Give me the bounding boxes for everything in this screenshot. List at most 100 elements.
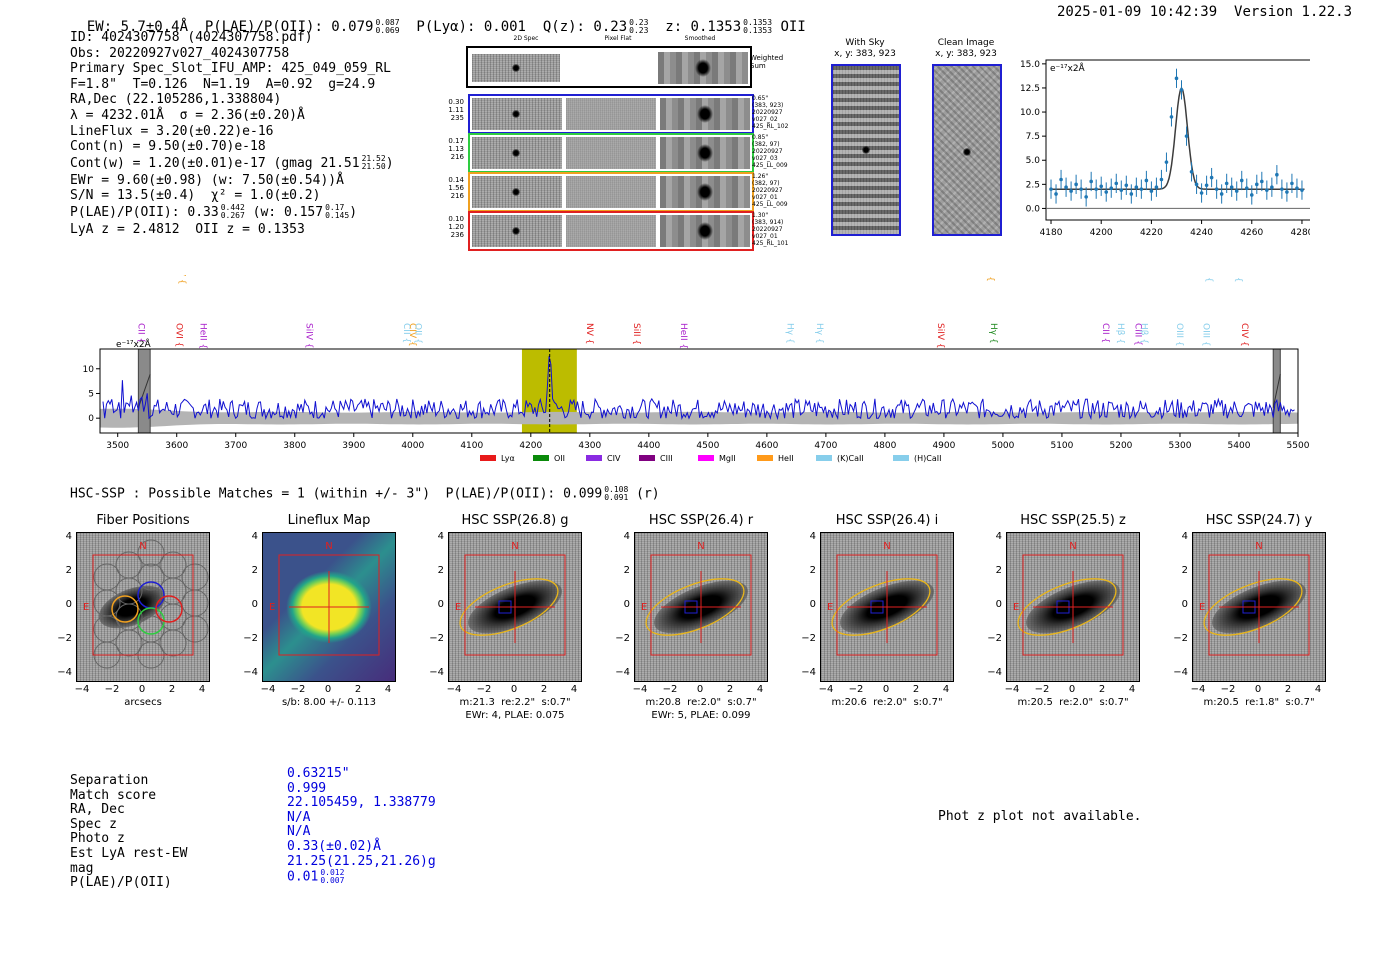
spec2d-smooth-image (660, 98, 750, 130)
zoom-data-point (1154, 185, 1159, 190)
image-overlay: NE (269, 541, 380, 656)
legend-label: CIII (660, 454, 673, 463)
spec2d-smooth-image (660, 137, 750, 169)
summary-plae-lo: 0.007 (320, 876, 345, 886)
zoom-y-tick-label: 5.0 (1026, 156, 1041, 166)
image-panel-7: HSC SSP(24.7) y N E 4 2 0 −2 −4 −4 −2 0 2 4 m:20.5 re… (1166, 510, 1352, 730)
header-plae: P(LAE)/P(OII): 0.079 (204, 19, 374, 35)
info-primary: Primary Spec_Slot_IFU_AMP: 425_049_059_R… (70, 61, 391, 77)
zoom-data-point (1265, 188, 1269, 192)
x-tick-label: 4 (1128, 684, 1136, 695)
x-tick-label: 2 (540, 684, 548, 695)
y-tick-label: 4 (995, 531, 1002, 542)
full-x-tick-label: 4700 (814, 441, 837, 451)
spec2d-row (468, 211, 754, 251)
aperture-ellipse (459, 578, 559, 636)
emission-line-label: OII { (413, 323, 423, 344)
y-tick-label: 0 (995, 599, 1002, 610)
zoom-data-point (1260, 179, 1264, 184)
spec2d-raw-image (472, 176, 562, 208)
info-plae: P(LAE)/P(OII): 0.33 0.442 0.267 (w: 0.157 0… (70, 204, 394, 222)
x-tick-label: 0 (138, 684, 146, 695)
fiber-circle (137, 539, 165, 567)
x-tick-label: 2 (1284, 684, 1292, 695)
y-tick-label: −2 (987, 633, 1002, 644)
y-tick-label: 4 (251, 531, 258, 542)
north-label: N (697, 541, 704, 552)
full-x-tick-label: 4200 (519, 441, 542, 451)
x-tick-label: −2 (662, 684, 678, 695)
aperture-ellipse (831, 578, 931, 636)
emission-line-label: OIII { (1174, 323, 1184, 347)
spec2d-weighted-row (466, 46, 752, 88)
full-x-tick-label: 3500 (106, 441, 129, 451)
emission-line-label: CIV { (1239, 323, 1249, 347)
zoom-data-point (1079, 187, 1083, 191)
legend-swatch (757, 455, 773, 461)
x-tick-label: −4 (260, 684, 276, 695)
spec2d-raw-image (472, 215, 562, 247)
info-contn: Cont(n) = 9.50(±0.70)e-18 (70, 139, 266, 155)
emission-line-text: Hγ { (814, 323, 824, 344)
info-ewr: EWr = 9.60(±0.98) (w: 7.50(±0.54))Å (70, 172, 344, 188)
x-tick-label: 2 (1098, 684, 1106, 695)
emission-line-text: HeII { (678, 323, 688, 349)
east-label: E (83, 602, 89, 613)
y-tick-label: 0 (437, 599, 444, 610)
with-sky-xy: x, y: 383, 923 (834, 49, 896, 59)
detection-info: ID: 4024307758 (4024307758.pdf) Obs: 202… (70, 30, 394, 238)
spec2d-col-title: Smoothed (684, 35, 716, 42)
fiber-highlight (137, 607, 165, 635)
y-tick-label: −2 (1173, 633, 1188, 644)
legend-swatch (816, 455, 832, 461)
fiber-highlight (111, 595, 139, 623)
zoom-data-point (1089, 179, 1093, 184)
summary-value: 22.105459, 1.338779 (287, 795, 436, 811)
legend-swatch (480, 455, 496, 461)
zoom-data-point (1239, 178, 1244, 183)
zoom-data-point (1234, 189, 1239, 193)
spec2d-row-info: 0.65" (383, 923) 20220927 v027_02 425_RL… (752, 95, 789, 130)
emission-line-text: CIV { (1239, 323, 1249, 347)
zoom-data-point (1064, 185, 1068, 190)
emission-line-label: CII { (135, 323, 145, 343)
image-panel-3: HSC SSP(26.8) g N E 4 2 0 −2 −4 −4 −2 0 2 4 m:21.3 re… (422, 510, 608, 730)
spec2d-row (468, 172, 754, 212)
zoom-data-point (1270, 185, 1274, 190)
search-box (92, 554, 194, 656)
header-line: EW: 5.7±0.4Å P(LAE)/P(OII): 0.079 0.087 0.… (70, 3, 806, 36)
summary-label: P(LAE)/P(OII) (70, 875, 172, 891)
image-overlay: NE (1199, 541, 1310, 656)
emission-line-text: OIII { (1201, 323, 1211, 347)
photz-note: Phot z plot not available. (938, 809, 1142, 824)
info-contw-text: Cont(w) = 1.20(±0.01)e-17 (gmag 21.51 (70, 155, 360, 171)
x-tick-label: 4 (384, 684, 392, 695)
info-contw-hi: 21.52 (361, 154, 386, 164)
hsc-matches-text: HSC-SSP : Possible Matches = 1 (within +… (70, 486, 603, 502)
full-x-tick-label: 4000 (401, 441, 424, 451)
x-tick-label: 0 (324, 684, 332, 695)
image-panel-6: HSC SSP(25.5) z N E 4 2 0 −2 −4 −4 −2 0 2 4 m:20.5 re… (980, 510, 1166, 730)
summary-value: N/A (287, 810, 436, 826)
spec2d-row-info: 1.30" (383, 914) 20220927 v027_01 425_RL… (752, 212, 789, 247)
header-z-line: OII (780, 19, 806, 35)
summary-value: 0.63215" (287, 766, 436, 782)
spec2d-flat-image (566, 98, 656, 130)
with-sky-image (831, 64, 901, 236)
legend-swatch (586, 455, 602, 461)
summary-value-text: 0.63215" (287, 766, 350, 781)
legend-label: MgII (719, 454, 736, 463)
spec2d-rows: 0.30 1.11 235 0.65" (383, 923) 20220927 v… (446, 94, 789, 254)
image-panel-title: Fiber Positions (96, 513, 190, 528)
clean-image (932, 64, 1002, 236)
x-tick-label: 0 (1254, 684, 1262, 695)
emission-line-label: CIII { (985, 275, 995, 282)
emission-line-label: HeII { (678, 323, 688, 349)
emission-line-label: SiIV { (935, 323, 945, 349)
full-x-tick-label: 4500 (696, 441, 719, 451)
emission-line-label: OIII { (1233, 275, 1243, 283)
y-tick-label: 4 (809, 531, 816, 542)
